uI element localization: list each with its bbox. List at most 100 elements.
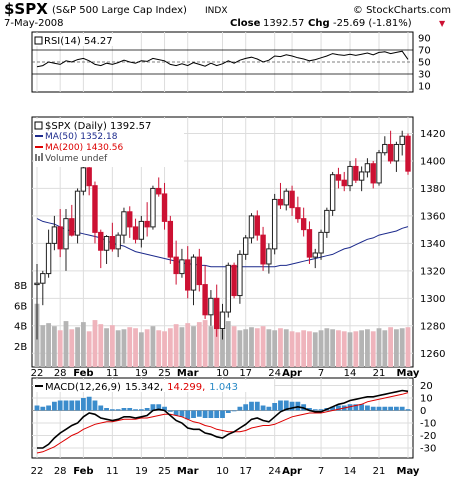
candle-body bbox=[74, 190, 81, 236]
candle-body bbox=[266, 248, 272, 265]
volume-bar bbox=[336, 330, 341, 367]
candle-body bbox=[393, 143, 400, 162]
candle bbox=[63, 209, 69, 271]
price-tick-label: 1380 bbox=[420, 184, 445, 195]
candle bbox=[353, 158, 359, 183]
macd-histogram-bar bbox=[115, 409, 121, 411]
volume-bar bbox=[394, 329, 399, 367]
macd-histogram-bar bbox=[133, 409, 138, 411]
volume-bar bbox=[330, 329, 336, 367]
candle bbox=[69, 204, 75, 237]
candle bbox=[289, 185, 295, 216]
price-tick-label: 1360 bbox=[420, 211, 445, 222]
candle-body bbox=[127, 211, 133, 228]
candle-body bbox=[225, 264, 231, 313]
volume-bar bbox=[138, 332, 144, 367]
candle bbox=[138, 215, 145, 248]
macd-histogram-bar bbox=[307, 408, 312, 411]
candle-body bbox=[45, 242, 52, 275]
macd-histogram-bar bbox=[359, 404, 365, 411]
candle bbox=[150, 185, 156, 230]
rsi-tick-label: 50 bbox=[418, 58, 431, 69]
macd-histogram-bar bbox=[167, 410, 173, 412]
volume-bar bbox=[301, 330, 307, 367]
candle-body bbox=[231, 264, 237, 297]
candle-body bbox=[173, 256, 179, 275]
volume-bar bbox=[156, 330, 162, 367]
volume-bar bbox=[63, 321, 69, 367]
macd-histogram-bar bbox=[388, 406, 394, 411]
macd-histogram-bar bbox=[405, 409, 411, 411]
macd-tick-label: -30 bbox=[420, 444, 436, 455]
x-tick-label: 28 bbox=[54, 368, 67, 379]
candle bbox=[57, 209, 63, 258]
x-tick-label: Apr bbox=[282, 368, 302, 379]
volume-tick-label: 6B bbox=[14, 301, 27, 312]
candle bbox=[254, 210, 260, 241]
macd-tick-label: -20 bbox=[420, 431, 436, 442]
volume-bar bbox=[173, 324, 179, 367]
candle-body bbox=[248, 215, 255, 239]
price-tick-label: 1420 bbox=[420, 129, 445, 140]
price-tick-label: 1280 bbox=[420, 321, 445, 332]
volume-bar bbox=[51, 326, 57, 367]
candle bbox=[306, 221, 313, 264]
x-tick-label: Mar bbox=[177, 368, 199, 379]
macd-histogram-bar bbox=[185, 410, 191, 420]
volume-bar bbox=[80, 322, 86, 367]
candle bbox=[283, 188, 289, 211]
candle bbox=[248, 213, 255, 244]
candle bbox=[202, 265, 208, 319]
volume-bar bbox=[324, 328, 330, 367]
candle bbox=[335, 167, 342, 189]
volume-bar bbox=[405, 327, 411, 367]
volume-bar bbox=[399, 328, 405, 367]
candle bbox=[173, 240, 179, 285]
volume-bar bbox=[208, 326, 214, 367]
candle-body bbox=[196, 256, 203, 286]
candle-body bbox=[103, 236, 110, 251]
candle bbox=[324, 207, 330, 238]
macd-histogram-bar bbox=[57, 400, 63, 411]
volume-bar bbox=[179, 327, 185, 367]
candle-body bbox=[115, 234, 121, 250]
x-tick-label: Mar bbox=[177, 466, 199, 477]
candle bbox=[405, 133, 411, 175]
x-tick-label: 25 bbox=[158, 368, 171, 379]
candle-body bbox=[405, 135, 411, 172]
candle-body bbox=[254, 215, 260, 236]
candle-body bbox=[277, 198, 284, 206]
volume-bar bbox=[365, 329, 370, 367]
rsi-label: RSI(14) 54.27 bbox=[44, 36, 113, 47]
rsi-legend-bg bbox=[34, 34, 138, 46]
candle-body bbox=[150, 187, 156, 228]
price-legend: $SPX (Daily) 1392.57 MA(50) 1352.18 MA(2… bbox=[34, 119, 184, 167]
rsi-tick-label: 70 bbox=[418, 46, 431, 57]
macd-histogram-bar bbox=[289, 401, 295, 411]
candle bbox=[341, 171, 347, 192]
candle bbox=[34, 263, 40, 340]
x-tick-label: 14 bbox=[344, 368, 357, 379]
macd-histogram-bar bbox=[382, 406, 388, 411]
macd-histogram-bar bbox=[144, 408, 150, 411]
volume-bar bbox=[341, 331, 347, 367]
candle bbox=[208, 290, 214, 326]
candle bbox=[196, 248, 203, 292]
candle bbox=[121, 207, 127, 244]
macd-histogram-bar bbox=[104, 408, 109, 411]
volume-bar bbox=[127, 327, 133, 367]
macd-histogram-bar bbox=[75, 400, 80, 411]
volume-tick-label: 8B bbox=[14, 281, 27, 292]
candle bbox=[167, 215, 174, 264]
x-tick-label: May bbox=[397, 466, 420, 477]
volume-bar bbox=[260, 326, 266, 367]
candle bbox=[399, 130, 405, 156]
candle bbox=[266, 243, 272, 274]
candle-body bbox=[271, 198, 278, 250]
macd-histogram-bar bbox=[336, 405, 341, 411]
macd-histogram-bar bbox=[365, 405, 370, 411]
chg-label: Chg bbox=[308, 18, 330, 29]
candle bbox=[382, 136, 388, 156]
candle-body bbox=[306, 229, 313, 258]
volume-bar bbox=[289, 331, 295, 367]
